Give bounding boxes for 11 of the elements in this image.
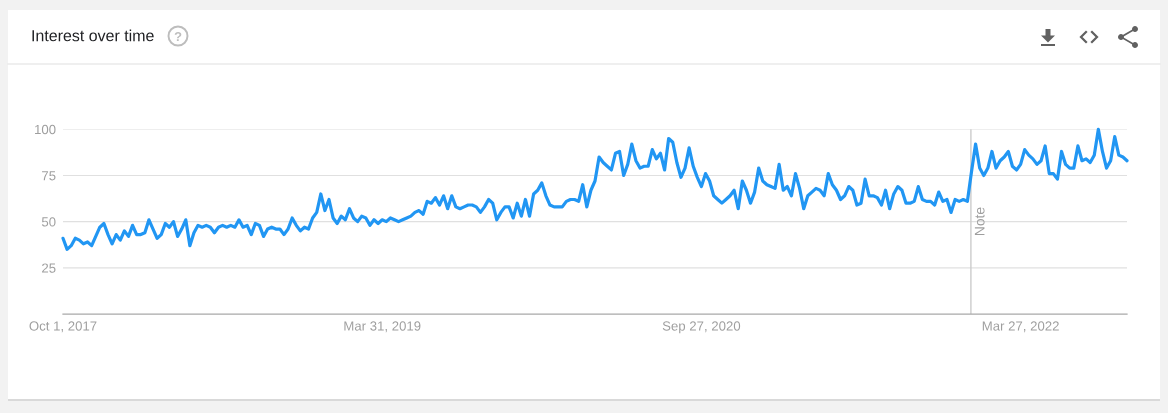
- x-tick-label: Sep 27, 2020: [662, 321, 741, 334]
- x-tick-label: Oct 1, 2017: [29, 321, 97, 333]
- y-tick-label: 100: [35, 124, 56, 135]
- y-tick-label: 25: [42, 263, 56, 273]
- y-tick-label: 50: [41, 217, 56, 227]
- ref-line-label: Note: [974, 207, 985, 236]
- x-tick-label: Mar 31, 2019: [344, 321, 421, 333]
- chart-title: Interest over time: [32, 29, 154, 42]
- y-tick-label: 75: [42, 171, 56, 181]
- x-tick-label: Mar 27, 2022: [982, 321, 1059, 333]
- line-series: [61, 127, 1129, 251]
